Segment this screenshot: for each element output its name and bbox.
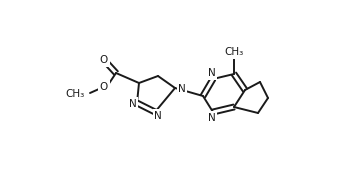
Text: N: N (178, 84, 186, 94)
Text: CH₃: CH₃ (66, 89, 85, 99)
Text: N: N (129, 99, 137, 109)
Text: N: N (208, 113, 216, 123)
Text: CH₃: CH₃ (224, 47, 244, 57)
Text: O: O (100, 55, 108, 65)
Text: O: O (100, 82, 108, 92)
Text: N: N (208, 68, 216, 78)
Text: N: N (154, 111, 162, 121)
